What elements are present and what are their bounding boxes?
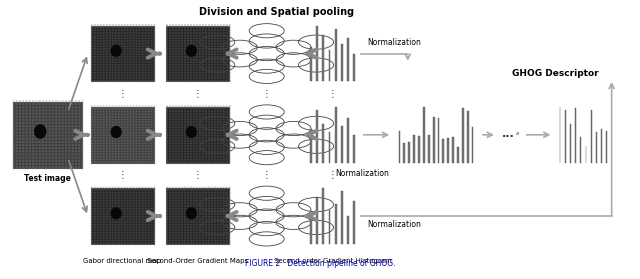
Bar: [323, 188, 324, 244]
Ellipse shape: [111, 207, 122, 219]
Bar: [310, 129, 312, 163]
Bar: [316, 198, 318, 244]
Text: Normalization: Normalization: [367, 220, 421, 229]
Bar: [447, 138, 449, 163]
Bar: [328, 50, 330, 81]
Bar: [472, 128, 474, 163]
Bar: [323, 35, 324, 81]
Ellipse shape: [34, 124, 47, 139]
Bar: [394, 107, 478, 163]
Bar: [316, 26, 318, 81]
Bar: [306, 26, 359, 81]
Bar: [457, 147, 459, 163]
Bar: [438, 118, 440, 163]
Text: Division and Spatial pooling: Division and Spatial pooling: [198, 7, 354, 16]
Bar: [341, 191, 342, 244]
Bar: [353, 135, 355, 163]
Text: ⋮: ⋮: [118, 89, 127, 99]
Bar: [423, 107, 425, 163]
Bar: [328, 132, 330, 163]
Text: ⋮: ⋮: [328, 89, 337, 99]
Bar: [408, 142, 410, 163]
Text: ...: ...: [502, 129, 515, 139]
Text: Normalization: Normalization: [367, 38, 421, 47]
Text: GHOG Descriptor: GHOG Descriptor: [512, 69, 598, 78]
Bar: [306, 107, 359, 163]
Bar: [347, 216, 349, 244]
Bar: [166, 26, 229, 81]
Bar: [13, 102, 82, 168]
Bar: [310, 47, 312, 81]
Bar: [341, 126, 342, 163]
Bar: [341, 44, 342, 81]
Ellipse shape: [186, 207, 197, 219]
Bar: [316, 110, 318, 163]
Bar: [353, 54, 355, 81]
Text: FIGURE 2   Detection pipeline of GHOG.: FIGURE 2 Detection pipeline of GHOG.: [244, 259, 396, 268]
Bar: [166, 188, 229, 244]
Bar: [347, 38, 349, 81]
Text: ⋮: ⋮: [193, 170, 203, 181]
Bar: [306, 188, 359, 244]
Bar: [403, 143, 405, 163]
Bar: [91, 107, 154, 163]
Bar: [335, 204, 337, 244]
Bar: [413, 135, 415, 163]
Text: ⋮: ⋮: [193, 89, 203, 99]
Text: ⋮: ⋮: [262, 89, 271, 99]
Bar: [347, 118, 349, 163]
Ellipse shape: [111, 126, 122, 138]
Bar: [91, 188, 154, 244]
Bar: [575, 108, 576, 163]
Bar: [335, 29, 337, 81]
Text: Gabor directional map: Gabor directional map: [83, 258, 161, 264]
Text: Test image: Test image: [24, 174, 70, 183]
Bar: [428, 135, 429, 163]
Bar: [310, 213, 312, 244]
Bar: [462, 108, 464, 163]
Text: Second-order Gradient Histogram: Second-order Gradient Histogram: [274, 258, 392, 264]
Bar: [328, 210, 330, 244]
Text: ⋮: ⋮: [262, 170, 271, 181]
Bar: [433, 117, 435, 163]
Text: Normalization: Normalization: [336, 169, 390, 178]
Ellipse shape: [111, 45, 122, 57]
Bar: [442, 139, 444, 163]
Bar: [323, 124, 324, 163]
Text: ⋮: ⋮: [118, 170, 127, 181]
Text: $^a$: $^a$: [515, 131, 520, 137]
Ellipse shape: [186, 126, 197, 138]
Ellipse shape: [186, 45, 197, 57]
Bar: [399, 131, 401, 163]
Bar: [570, 124, 571, 163]
Bar: [565, 110, 566, 163]
Bar: [91, 26, 154, 81]
Bar: [166, 107, 229, 163]
Bar: [467, 111, 468, 163]
Bar: [335, 107, 337, 163]
Bar: [560, 107, 561, 163]
Bar: [418, 136, 420, 163]
Bar: [556, 107, 612, 163]
Text: Second-Order Gradient Maps: Second-Order Gradient Maps: [147, 258, 248, 264]
Bar: [452, 137, 454, 163]
Bar: [353, 201, 355, 244]
Text: ⋮: ⋮: [328, 170, 337, 181]
Bar: [601, 129, 602, 163]
Bar: [580, 138, 581, 163]
